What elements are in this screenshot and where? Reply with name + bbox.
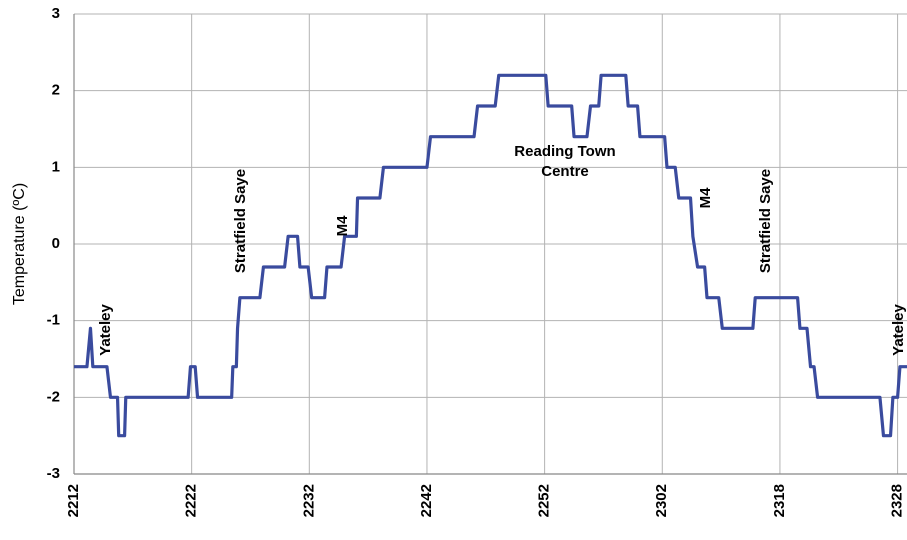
annotation: M4 [697, 187, 714, 208]
annotation: M4 [334, 215, 351, 236]
x-tick-label: 2302 [653, 484, 670, 517]
y-axis-label: Temperature (ºC) [11, 183, 28, 305]
x-tick-label: 2212 [65, 484, 82, 517]
y-tick-label: 0 [52, 235, 60, 252]
x-tick-label: 2242 [418, 484, 435, 517]
y-tick-label: -3 [47, 465, 60, 482]
annotation: Stratfield Saye [757, 169, 774, 273]
y-tick-label: -2 [47, 388, 60, 405]
data-line [74, 73, 907, 438]
annotation-box: Reading Town Centre [514, 143, 616, 180]
annotation: Reading Town Centre [514, 143, 616, 180]
y-tick-label: 3 [52, 5, 60, 22]
x-tick-label: 2222 [183, 484, 200, 517]
x-tick-label: 2318 [771, 484, 788, 517]
y-tick-label: 2 [52, 82, 60, 99]
y-tick-label: -1 [47, 312, 60, 329]
x-tick-label: 2328 [889, 484, 906, 517]
annotation: Yateley [97, 303, 114, 355]
annotation: Stratfield Saye [232, 169, 249, 273]
x-tick-label: 2232 [300, 484, 317, 517]
annotation: Yateley [890, 303, 907, 355]
x-tick-label: 2252 [536, 484, 553, 517]
y-tick-label: 1 [52, 158, 60, 175]
